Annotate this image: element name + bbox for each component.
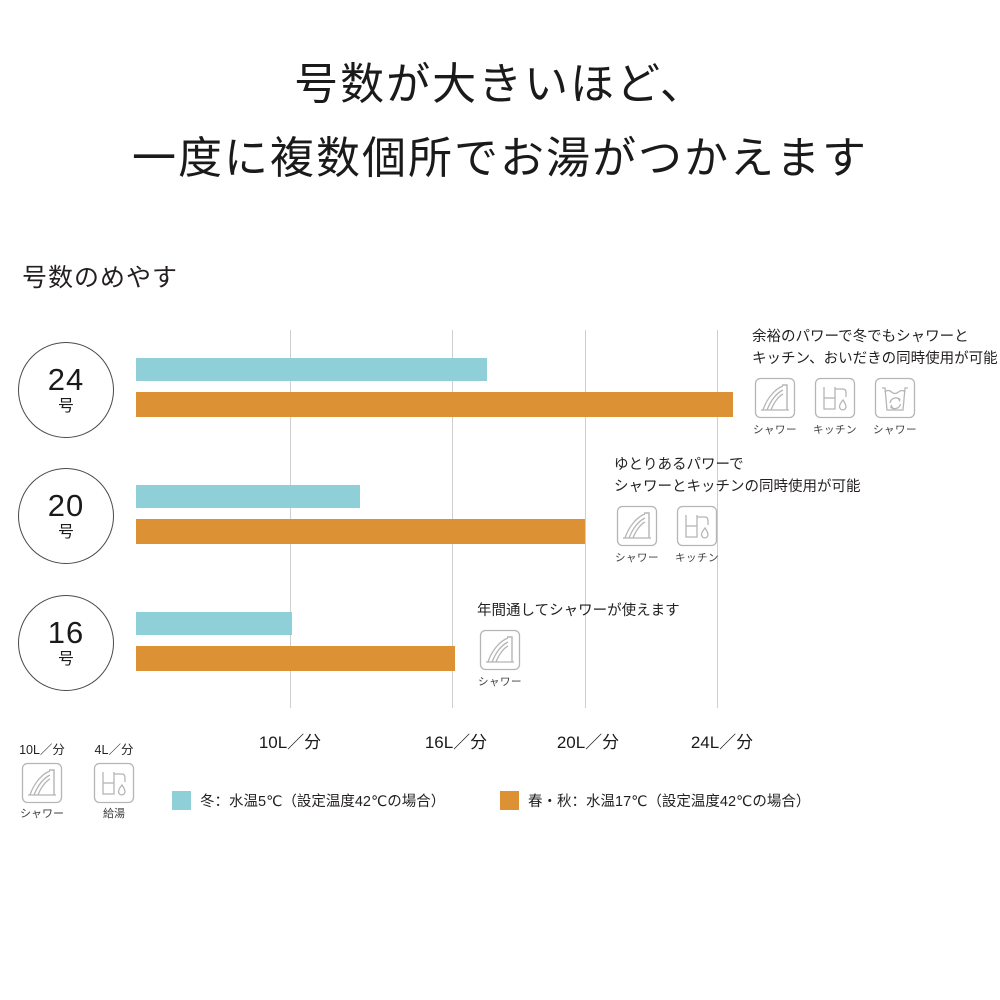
grade-number-16: 16 — [47, 614, 85, 650]
annotation-20: ゆとりあるパワーで シャワーとキッチンの同時使用が可能 シャワー — [614, 454, 861, 565]
tick-label-10l: 10L／分 — [258, 733, 322, 752]
icon-cell-reheat: シャワー — [872, 376, 918, 437]
annotation-24: 余裕のパワーで冬でもシャワーと キッチン、おいだきの同時使用が可能 シャワー — [752, 326, 998, 437]
reference-icon-hotwater: 4L／分 給湯 — [86, 742, 142, 822]
reference-rate: 4L／分 — [94, 743, 134, 757]
legend-item-cold: 冬：水温5℃（設定温度42℃の場合） — [172, 790, 445, 811]
legend-label-warm: 春・秋：水温17℃（設定温度42℃の場合） — [528, 794, 811, 810]
tick-label-24l: 24L／分 — [690, 733, 754, 752]
reference-caption: 給湯 — [103, 808, 125, 820]
bath-reheat-icon — [874, 377, 916, 419]
grade-number-20: 20 — [47, 487, 85, 523]
icon-caption: シャワー — [873, 424, 917, 436]
grade-unit-20: 号 — [57, 523, 74, 541]
tick-label-16l: 16L／分 — [424, 733, 488, 752]
shower-icon — [616, 505, 658, 547]
bar-24-cold — [136, 358, 487, 381]
section-label: 号数のめやす — [22, 264, 179, 292]
annotation-20-line-1: ゆとりあるパワーで — [614, 457, 744, 473]
shower-icon — [21, 762, 63, 804]
bar-20-cold — [136, 485, 360, 508]
annotation-16-line-1: 年間通してシャワーが使えます — [477, 603, 680, 619]
icon-cell-shower: シャワー — [614, 504, 660, 565]
annotation-20-icons: シャワー キッチン — [614, 504, 861, 565]
headline-line-1: 号数が大きいほど、 — [294, 60, 706, 109]
gridline-24l — [717, 330, 718, 708]
annotation-16: 年間通してシャワーが使えます シャワー — [477, 600, 680, 689]
icon-cell-kitchen: キッチン — [674, 504, 720, 565]
headline: 号数が大きいほど、 一度に複数個所でお湯がつかえます — [0, 48, 1000, 196]
icon-caption: シャワー — [615, 552, 659, 564]
reference-icon-shower: 10L／分 シャワー — [14, 742, 70, 822]
grade-circle-16: 16 号 — [18, 595, 114, 691]
icon-caption: キッチン — [813, 424, 857, 436]
bar-24-warm — [136, 392, 733, 417]
bar-16-warm — [136, 646, 455, 671]
bar-16-cold — [136, 612, 292, 635]
tick-label-20l: 20L／分 — [556, 733, 620, 752]
grade-circle-20: 20 号 — [18, 468, 114, 564]
legend-swatch-warm — [500, 791, 519, 810]
shower-icon — [754, 377, 796, 419]
bar-20-warm — [136, 519, 585, 544]
annotation-24-line-1: 余裕のパワーで冬でもシャワーと — [752, 329, 969, 345]
reference-caption: シャワー — [20, 808, 64, 820]
faucet-icon — [93, 762, 135, 804]
icon-cell-shower: シャワー — [752, 376, 798, 437]
annotation-20-line-2: シャワーとキッチンの同時使用が可能 — [614, 479, 861, 495]
annotation-24-line-2: キッチン、おいだきの同時使用が可能 — [752, 351, 998, 367]
annotation-24-icons: シャワー キッチン — [752, 376, 998, 437]
icon-cell-kitchen: キッチン — [812, 376, 858, 437]
legend-swatch-cold — [172, 791, 191, 810]
icon-caption: キッチン — [675, 552, 719, 564]
reference-icons: 10L／分 シャワー 4L／分 給湯 — [14, 742, 142, 822]
grade-number-24: 24 — [47, 361, 85, 397]
faucet-icon — [814, 377, 856, 419]
icon-caption: シャワー — [478, 676, 522, 688]
grade-unit-24: 号 — [57, 397, 74, 415]
grade-circle-24: 24 号 — [18, 342, 114, 438]
legend-item-warm: 春・秋：水温17℃（設定温度42℃の場合） — [500, 790, 810, 811]
bar-chart: 24 号 余裕のパワーで冬でもシャワーと キッチン、おいだきの同時使用が可能 — [0, 329, 1000, 720]
grade-unit-16: 号 — [57, 650, 74, 668]
faucet-icon — [676, 505, 718, 547]
annotation-16-icons: シャワー — [477, 628, 680, 689]
legend-label-cold: 冬：水温5℃（設定温度42℃の場合） — [200, 794, 446, 810]
headline-line-2: 一度に複数個所でお湯がつかえます — [132, 134, 868, 183]
icon-caption: シャワー — [753, 424, 797, 436]
gridline-20l — [585, 330, 586, 708]
reference-rate: 10L／分 — [19, 743, 65, 757]
icon-cell-shower: シャワー — [477, 628, 523, 689]
shower-icon — [479, 629, 521, 671]
